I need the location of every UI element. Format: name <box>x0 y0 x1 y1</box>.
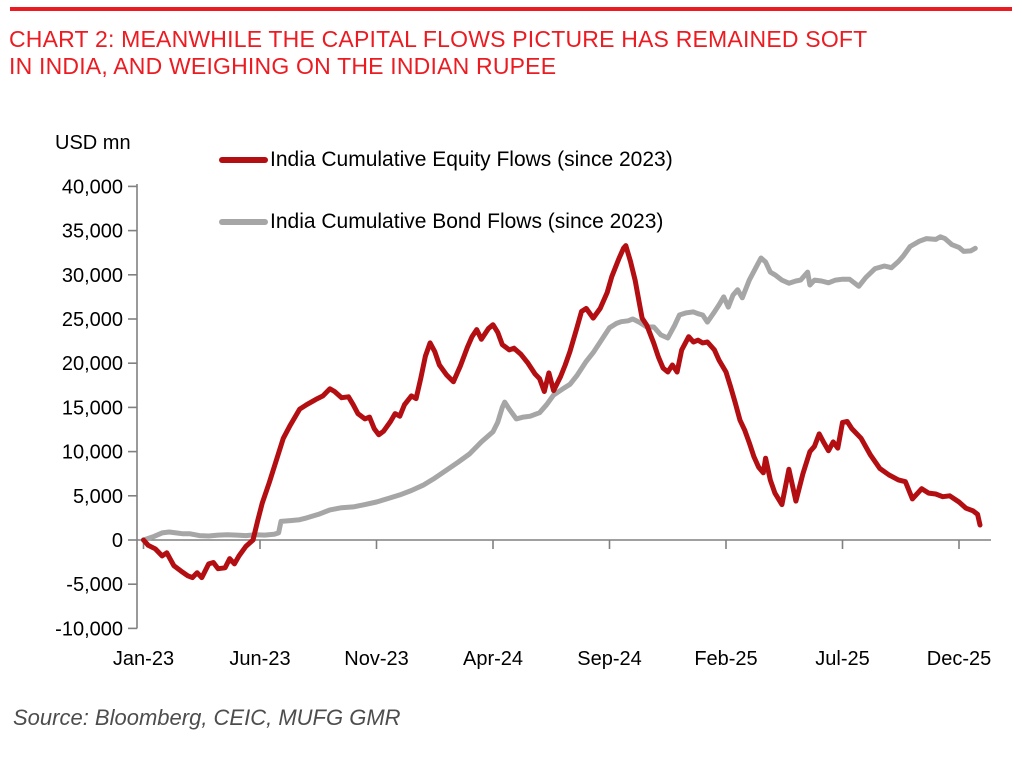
y-tick-label: 40,000 <box>62 176 123 198</box>
y-tick-label: 35,000 <box>62 221 123 243</box>
series-line-equity <box>141 243 983 581</box>
header-rule <box>10 7 1012 11</box>
x-tick-label: Nov-23 <box>344 648 408 670</box>
y-tick-label: -5,000 <box>66 574 123 596</box>
legend-label-bond: India Cumulative Bond Flows (since 2023) <box>270 210 664 233</box>
y-tick-label: 30,000 <box>62 265 123 287</box>
x-tick-label: Sep-24 <box>577 648 642 670</box>
legend-label-equity: India Cumulative Equity Flows (since 202… <box>270 148 673 171</box>
y-tick-label: 5,000 <box>73 486 123 508</box>
x-tick-label: Jul-25 <box>815 648 869 670</box>
page-title-line1: CHART 2: MEANWHILE THE CAPITAL FLOWS PIC… <box>9 26 868 52</box>
x-tick-label: Jun-23 <box>229 648 290 670</box>
y-tick-label: 15,000 <box>62 397 123 419</box>
source-note: Source: Bloomberg, CEIC, MUFG GMR <box>13 705 401 730</box>
page-title-line2: IN INDIA, AND WEIGHING ON THE INDIAN RUP… <box>9 53 557 79</box>
y-tick-label: 10,000 <box>62 442 123 464</box>
page-title: CHART 2: MEANWHILE THE CAPITAL FLOWS PIC… <box>9 26 1019 80</box>
y-tick-label: -10,000 <box>55 618 123 640</box>
y-tick-label: 0 <box>112 530 123 552</box>
y-tick-label: 20,000 <box>62 353 123 375</box>
legend-item-bond: India Cumulative Bond Flows (since 2023) <box>219 210 663 234</box>
equity-line-swatch-icon <box>219 157 268 163</box>
x-tick-label: Apr-24 <box>463 648 523 670</box>
y-tick-label: 25,000 <box>62 309 123 331</box>
x-tick-label: Dec-25 <box>927 648 991 670</box>
x-tick-label: Jan-23 <box>113 648 174 670</box>
series-line-bond <box>141 234 978 543</box>
bond-line-swatch-icon <box>219 219 268 225</box>
x-tick-label: Feb-25 <box>694 648 757 670</box>
legend-item-equity: India Cumulative Equity Flows (since 202… <box>219 148 673 172</box>
y-axis-unit-label: USD mn <box>55 132 131 154</box>
